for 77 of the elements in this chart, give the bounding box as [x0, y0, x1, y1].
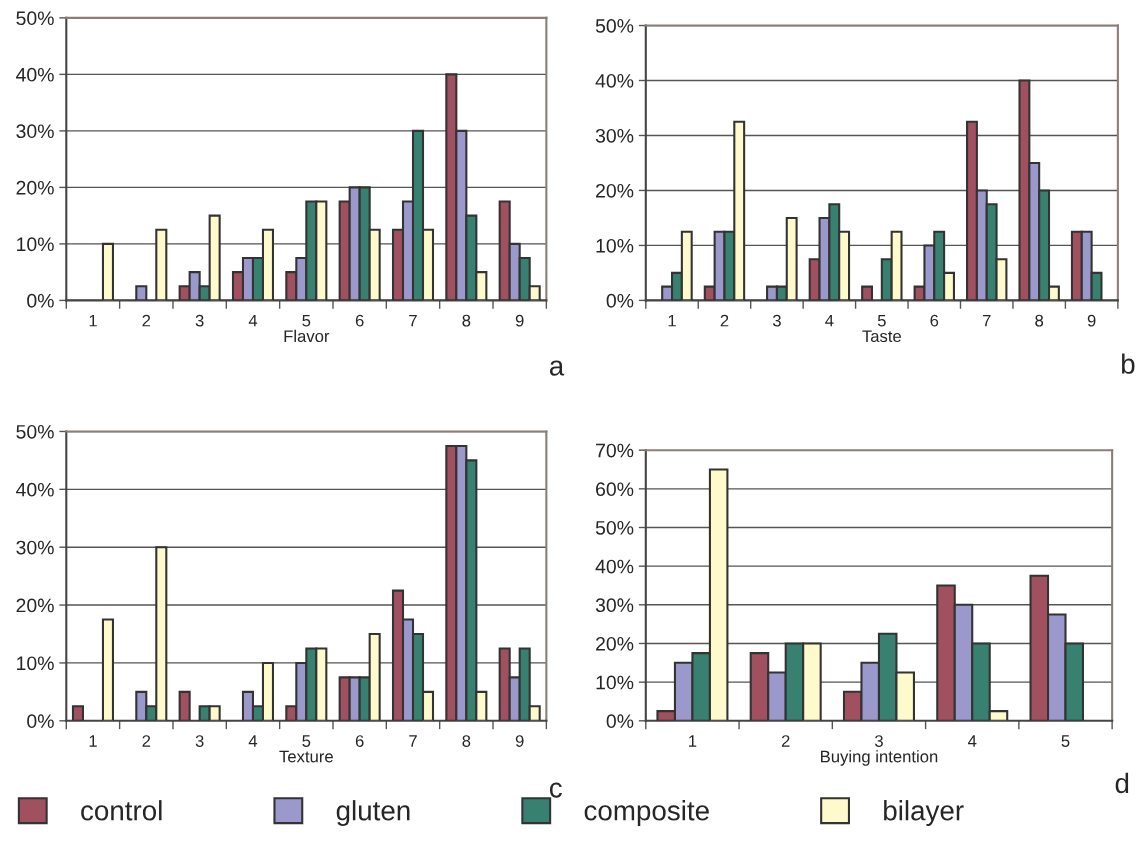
y-tick-label: 60% — [596, 482, 634, 497]
y-tick-label: 40% — [16, 67, 54, 82]
x-tick-label: 3 — [874, 735, 883, 747]
y-tick-label: 20% — [16, 180, 54, 195]
y-tick-label: 50% — [16, 424, 54, 439]
x-axis-title: Taste — [862, 330, 901, 343]
y-tick-label: 10% — [596, 238, 634, 253]
y-tick-label: 20% — [596, 183, 634, 198]
x-tick-label: 6 — [930, 314, 939, 327]
text: d — [1115, 772, 1129, 794]
legend-label: bilayer — [884, 800, 964, 826]
y-tick-label: 20% — [596, 636, 634, 651]
x-tick-label: 3 — [772, 314, 781, 327]
y-tick-label: 10% — [17, 656, 54, 671]
x-tick-label: 9 — [1087, 314, 1096, 327]
x-tick-label: 4 — [825, 314, 834, 327]
y-tick-label: 20% — [16, 598, 54, 613]
x-axis-title: Texture — [279, 750, 333, 763]
x-tick-label: 1 — [668, 314, 676, 327]
text: c — [549, 782, 562, 798]
x-tick-label: 5 — [1061, 735, 1070, 747]
x-tick-label: 7 — [982, 314, 991, 327]
legend-label: control — [81, 800, 162, 821]
x-tick-label: 1 — [689, 735, 697, 747]
y-tick-label: 30% — [16, 124, 54, 139]
bar — [71, 705, 84, 721]
x-tick-label: 7 — [409, 314, 417, 327]
x-tick-label: 5 — [302, 735, 311, 747]
y-tick-label: 50% — [595, 19, 634, 33]
y-tick-label: 70% — [596, 443, 634, 458]
y-tick-label: 0% — [606, 293, 634, 308]
x-tick-label: 8 — [462, 314, 471, 327]
bar — [178, 690, 191, 721]
y-tick-label: 10% — [596, 675, 634, 690]
y-tick-label: 0% — [606, 714, 634, 729]
x-tick-label: 2 — [142, 735, 151, 747]
y-tick-label: 0% — [27, 714, 54, 729]
bar — [155, 228, 168, 301]
bar — [101, 242, 115, 301]
text: b — [1122, 353, 1135, 374]
y-tick-label: 40% — [595, 559, 634, 574]
x-tick-label: 8 — [462, 735, 471, 747]
y-tick-label: 40% — [16, 482, 54, 497]
x-tick-label: 7 — [409, 735, 417, 747]
x-tick-label: 1 — [89, 735, 97, 747]
x-tick-label: 3 — [195, 735, 204, 747]
x-tick-label: 2 — [781, 735, 790, 747]
bar — [101, 618, 115, 721]
x-tick-label: 6 — [355, 735, 364, 747]
x-tick-label: 9 — [515, 735, 524, 747]
x-tick-label: 9 — [515, 314, 524, 327]
bar — [135, 285, 148, 301]
x-tick-label: 5 — [302, 314, 311, 327]
x-axis-title: Flavor — [284, 329, 330, 343]
legend-label: composite — [584, 800, 709, 826]
x-tick-label: 3 — [195, 314, 204, 327]
y-tick-label: 30% — [16, 540, 54, 555]
y-tick-label: 30% — [595, 128, 634, 143]
x-axis-title: Buying intention — [821, 750, 938, 766]
legend-label: gluten — [336, 800, 410, 826]
x-tick-label: 8 — [1035, 314, 1044, 327]
x-tick-label: 4 — [248, 735, 258, 747]
x-tick-label: 5 — [877, 314, 886, 327]
text: a — [549, 360, 565, 376]
y-tick-label: 30% — [595, 598, 634, 613]
y-tick-label: 50% — [595, 520, 634, 535]
x-tick-label: 2 — [720, 314, 729, 327]
x-tick-label: 1 — [89, 314, 97, 327]
y-tick-label: 0% — [27, 293, 54, 308]
bar — [861, 285, 874, 301]
y-tick-label: 10% — [17, 237, 54, 252]
y-tick-label: 50% — [16, 11, 54, 26]
x-tick-label: 6 — [355, 314, 364, 327]
x-tick-label: 4 — [248, 314, 258, 327]
x-tick-label: 2 — [142, 314, 151, 327]
y-tick-label: 40% — [595, 73, 634, 88]
x-tick-label: 4 — [967, 735, 977, 747]
